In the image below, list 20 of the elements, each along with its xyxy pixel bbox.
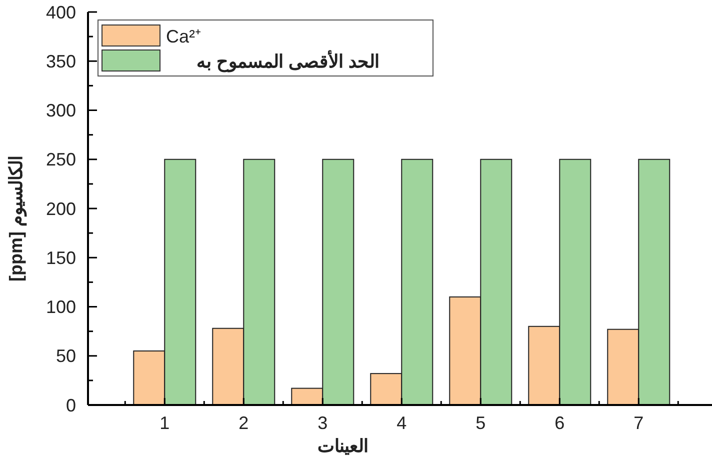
y-tick-label: 150 [46, 248, 76, 268]
x-tick-label: 2 [238, 413, 249, 433]
y-tick-label: 250 [46, 150, 76, 170]
x-tick-label: 1 [160, 413, 170, 433]
y-tick-label: 400 [46, 2, 76, 22]
y-tick-label: 100 [46, 297, 76, 318]
legend-label: Ca²⁺ [166, 26, 202, 46]
x-tick-label: 7 [634, 413, 644, 433]
y-tick-label: 350 [46, 51, 76, 72]
x-tick-label: 4 [396, 413, 407, 433]
y-tick-label: 50 [56, 346, 76, 366]
y-tick-label: 200 [46, 198, 76, 219]
y-axis-title: [ppm] الكالسيوم [6, 156, 27, 282]
y-tick-label: 0 [66, 395, 76, 416]
y-tick-label: 300 [46, 100, 76, 121]
x-tick-label: 6 [554, 413, 565, 433]
x-tick-label: 3 [318, 413, 328, 433]
x-tick-label: 5 [476, 413, 486, 433]
x-axis-title: العينات [318, 436, 368, 456]
legend-label: الحد الأقصى المسموح به [196, 49, 380, 72]
